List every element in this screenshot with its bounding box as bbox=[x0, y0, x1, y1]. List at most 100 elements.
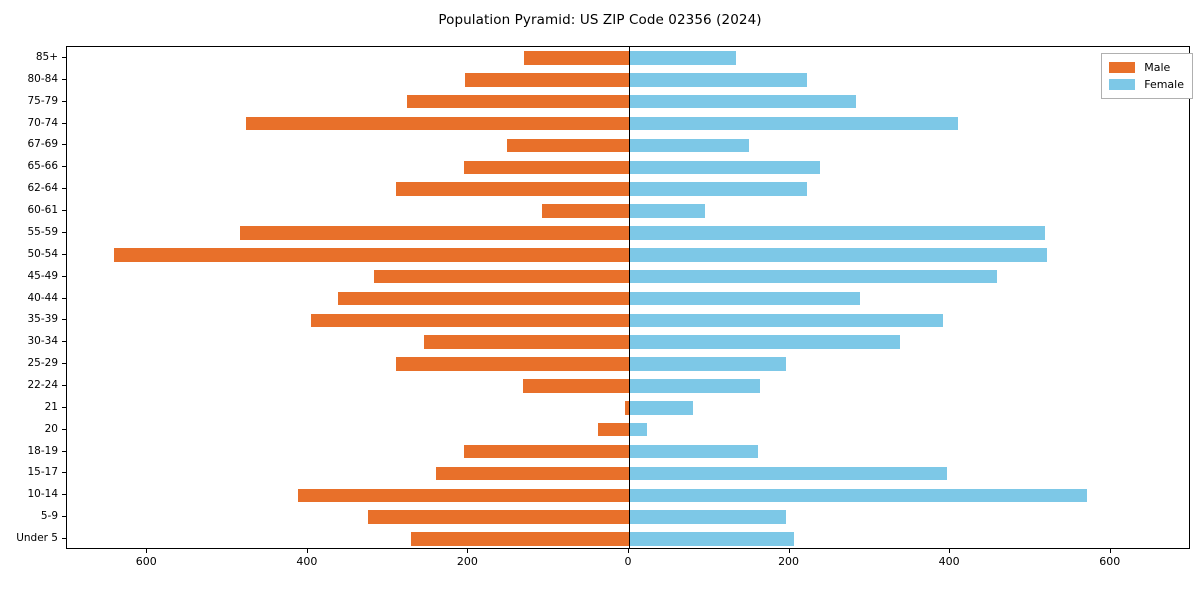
y-axis-tick-mark bbox=[62, 450, 66, 452]
y-axis-tick-label: 22-24 bbox=[27, 378, 58, 391]
bar-female bbox=[629, 160, 821, 175]
bar-female bbox=[629, 357, 787, 371]
y-axis-tick-label: 60-61 bbox=[27, 203, 58, 216]
y-axis-tick-mark bbox=[62, 297, 66, 299]
bar-row bbox=[67, 335, 1189, 349]
y-axis-tick-mark bbox=[62, 538, 66, 540]
y-axis-tick-mark bbox=[62, 516, 66, 518]
y-axis-tick-mark bbox=[62, 166, 66, 168]
bar-female bbox=[629, 138, 750, 153]
bar-male bbox=[406, 94, 629, 109]
bar-row bbox=[67, 422, 1189, 437]
y-axis-tick-label: Under 5 bbox=[16, 531, 58, 544]
x-axis-tick-label: 600 bbox=[1099, 555, 1121, 568]
y-axis-tick-label: 20 bbox=[44, 422, 58, 435]
x-axis-tick-mark bbox=[788, 549, 790, 553]
bar-row bbox=[67, 313, 1189, 328]
bar-female bbox=[629, 226, 1045, 240]
y-axis-tick-mark bbox=[62, 56, 66, 58]
bar-male bbox=[624, 401, 629, 415]
x-axis-tick-label: 200 bbox=[778, 555, 800, 568]
bar-row bbox=[67, 116, 1189, 131]
bar-male bbox=[373, 269, 629, 284]
y-axis-tick-mark bbox=[62, 363, 66, 365]
y-axis-tick-mark bbox=[62, 494, 66, 496]
chart-legend: Male Female bbox=[1101, 53, 1193, 99]
bar-row bbox=[67, 510, 1189, 524]
x-axis-tick-mark bbox=[467, 549, 469, 553]
bar-female bbox=[629, 116, 959, 131]
y-axis-tick-mark bbox=[62, 144, 66, 146]
y-axis-tick-mark bbox=[62, 210, 66, 212]
bar-female bbox=[629, 247, 1048, 262]
bar-row bbox=[67, 488, 1189, 503]
bar-row bbox=[67, 401, 1189, 415]
bar-male bbox=[311, 313, 629, 328]
bar-row bbox=[67, 466, 1189, 481]
y-axis-tick-label: 21 bbox=[44, 400, 58, 413]
y-axis-tick-label: 40-44 bbox=[27, 291, 58, 304]
bar-female bbox=[629, 335, 901, 349]
y-axis-tick-label: 5-9 bbox=[40, 509, 58, 522]
zero-axis-line bbox=[629, 47, 630, 548]
bar-female bbox=[629, 73, 808, 87]
x-axis-tick-label: 200 bbox=[456, 555, 478, 568]
bar-row bbox=[67, 357, 1189, 371]
y-axis-tick-label: 85+ bbox=[35, 50, 58, 63]
x-axis-tick-mark bbox=[146, 549, 148, 553]
bar-row bbox=[67, 444, 1189, 459]
y-axis-tick-mark bbox=[62, 406, 66, 408]
y-axis-tick-mark bbox=[62, 428, 66, 430]
bar-row bbox=[67, 291, 1189, 306]
bar-row bbox=[67, 379, 1189, 393]
bar-row bbox=[67, 269, 1189, 284]
bar-male bbox=[246, 116, 629, 131]
bar-female bbox=[629, 51, 736, 65]
legend-label: Female bbox=[1144, 78, 1184, 91]
y-axis-tick-mark bbox=[62, 231, 66, 233]
y-axis-tick-label: 62-64 bbox=[27, 181, 58, 194]
chart-title: Population Pyramid: US ZIP Code 02356 (2… bbox=[438, 12, 762, 28]
bar-male bbox=[506, 138, 629, 153]
bar-female bbox=[629, 466, 947, 481]
bar-male bbox=[368, 510, 629, 524]
y-axis-tick-mark bbox=[62, 275, 66, 277]
bar-female bbox=[629, 532, 795, 546]
bar-row bbox=[67, 94, 1189, 109]
bar-row bbox=[67, 160, 1189, 175]
bar-female bbox=[629, 94, 857, 109]
bar-male bbox=[523, 379, 629, 393]
bar-male bbox=[542, 204, 629, 218]
y-axis-tick-mark bbox=[62, 122, 66, 124]
bar-row bbox=[67, 247, 1189, 262]
bar-male bbox=[410, 532, 629, 546]
y-axis-tick-label: 25-29 bbox=[27, 356, 58, 369]
legend-color-swatch bbox=[1109, 79, 1136, 90]
bar-male bbox=[464, 160, 629, 175]
bar-female bbox=[629, 182, 808, 196]
y-axis-tick-label: 10-14 bbox=[27, 488, 58, 501]
bar-female bbox=[629, 379, 760, 393]
x-axis-tick-label: 400 bbox=[938, 555, 960, 568]
bar-male bbox=[436, 466, 629, 481]
bar-female bbox=[629, 510, 787, 524]
bar-male bbox=[298, 488, 629, 503]
y-axis-label-group: 85+ 80-84 75-79 70-74 67-69 65-66 62-64 60-61 55… bbox=[0, 0, 58, 600]
bar-row bbox=[67, 182, 1189, 196]
bar-male bbox=[337, 291, 629, 306]
bar-male bbox=[463, 444, 629, 459]
bar-female bbox=[629, 313, 943, 328]
bar-male bbox=[396, 182, 629, 196]
bar-row bbox=[67, 226, 1189, 240]
legend-color-swatch bbox=[1109, 62, 1136, 73]
x-axis-tick-label: 400 bbox=[296, 555, 318, 568]
y-axis-tick-label: 15-17 bbox=[27, 466, 58, 479]
bar-male bbox=[114, 247, 629, 262]
x-axis-tick-mark bbox=[306, 549, 308, 553]
plot-area bbox=[66, 46, 1190, 549]
legend-entry: Female bbox=[1109, 76, 1184, 93]
y-axis-tick-label: 65-66 bbox=[27, 160, 58, 173]
bar-row bbox=[67, 73, 1189, 87]
x-axis-tick-mark bbox=[949, 549, 951, 553]
